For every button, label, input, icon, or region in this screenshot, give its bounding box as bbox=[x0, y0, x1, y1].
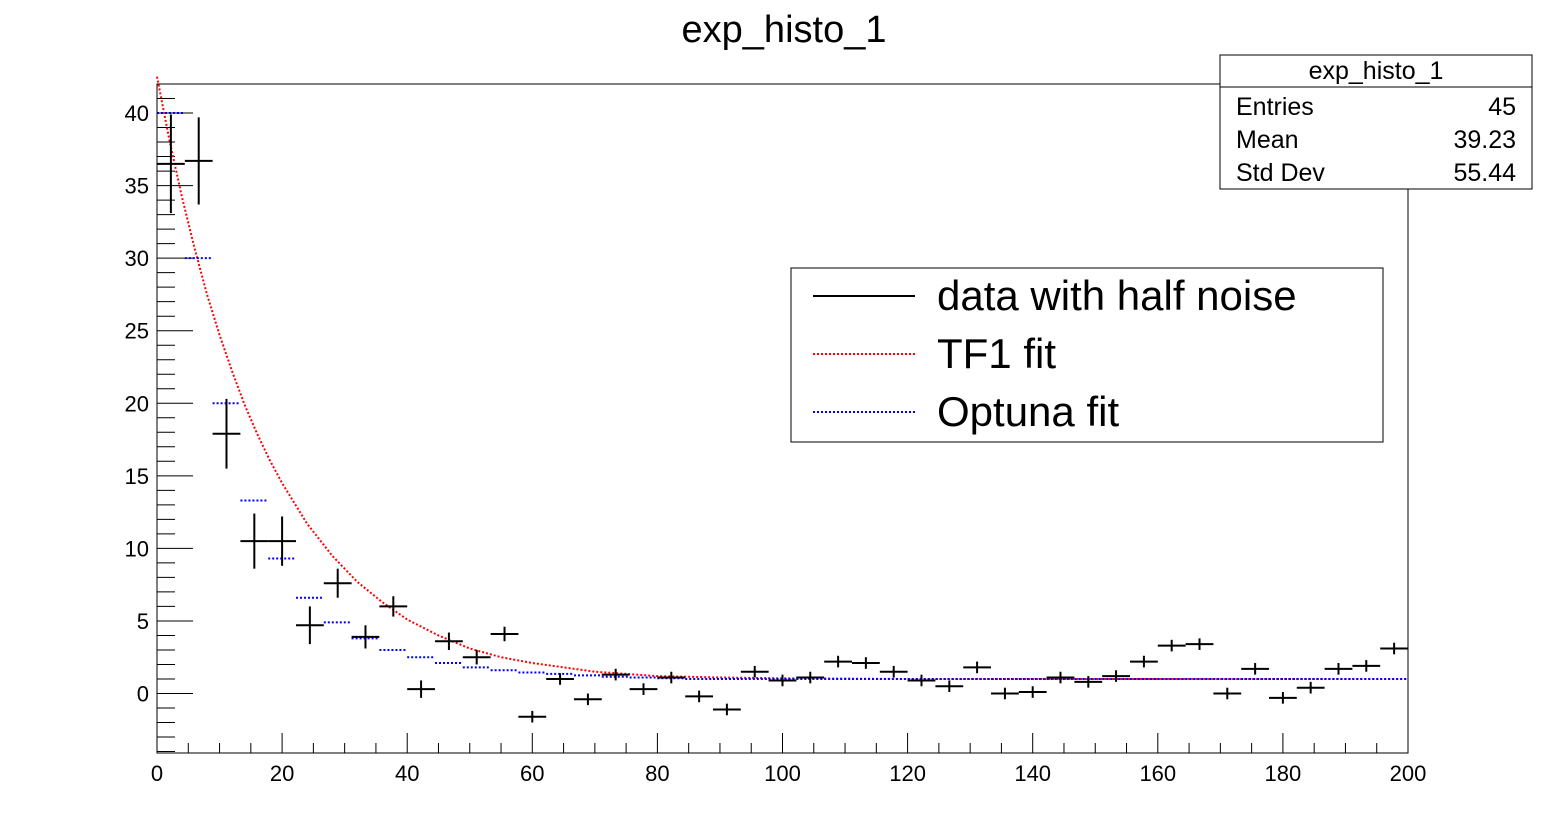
y-tick-label: 40 bbox=[125, 101, 149, 126]
stats-entries-label: Entries bbox=[1236, 93, 1314, 121]
data-point bbox=[1157, 639, 1186, 652]
data-point bbox=[546, 673, 574, 685]
data-point bbox=[685, 690, 714, 703]
stats-entries-value: 45 bbox=[1488, 93, 1516, 121]
y-axis-ticks: 0 5 10 15 20 25 30 35 40 bbox=[125, 83, 193, 753]
data-point bbox=[712, 703, 741, 716]
legend-label-tf1: TF1 fit bbox=[937, 330, 1056, 377]
legend-label-optuna: Optuna fit bbox=[937, 388, 1119, 435]
x-tick-label: 120 bbox=[889, 761, 926, 786]
legend: data with half noise TF1 fit Optuna fit bbox=[790, 267, 1384, 443]
stats-mean-value: 39.23 bbox=[1453, 126, 1516, 154]
y-tick-label: 30 bbox=[125, 246, 149, 271]
data-point bbox=[768, 674, 797, 687]
stats-box: exp_histo_1 Entries 45 Mean 39.23 Std De… bbox=[1219, 54, 1533, 190]
data-point bbox=[1074, 676, 1103, 688]
data-point bbox=[629, 683, 658, 695]
x-tick-label: 60 bbox=[520, 761, 544, 786]
data-points bbox=[156, 114, 1409, 723]
stats-stddev-label: Std Dev bbox=[1236, 159, 1325, 187]
data-point bbox=[796, 671, 825, 684]
x-tick-label: 40 bbox=[395, 761, 419, 786]
data-point bbox=[1185, 638, 1214, 650]
y-tick-label: 25 bbox=[125, 319, 149, 344]
x-tick-label: 100 bbox=[764, 761, 801, 786]
y-tick-label: 0 bbox=[137, 682, 149, 707]
data-point bbox=[156, 114, 185, 214]
data-point bbox=[574, 693, 602, 706]
x-tick-label: 0 bbox=[151, 761, 163, 786]
chart-title: exp_histo_1 bbox=[682, 9, 887, 51]
data-point bbox=[907, 674, 936, 687]
data-point bbox=[601, 668, 630, 681]
data-point bbox=[407, 680, 435, 698]
stats-mean-label: Mean bbox=[1236, 126, 1299, 154]
data-point bbox=[435, 632, 463, 650]
data-point bbox=[1324, 663, 1353, 675]
x-axis-ticks: 0 20 40 60 80 100 120 140 160 180 200 bbox=[151, 733, 1426, 786]
data-point bbox=[379, 596, 408, 617]
data-point bbox=[879, 665, 908, 678]
data-point bbox=[268, 516, 296, 566]
data-point bbox=[518, 710, 547, 723]
data-point bbox=[1296, 681, 1325, 694]
stats-box-title: exp_histo_1 bbox=[1309, 57, 1444, 85]
data-point bbox=[184, 117, 213, 205]
y-tick-label: 5 bbox=[137, 609, 149, 634]
data-point bbox=[991, 687, 1019, 700]
x-tick-label: 140 bbox=[1014, 761, 1051, 786]
tf1-fit-curve bbox=[156, 76, 1408, 680]
data-point bbox=[212, 398, 241, 469]
x-tick-label: 160 bbox=[1139, 761, 1176, 786]
tf1-fit-line bbox=[156, 76, 1408, 680]
data-point bbox=[1102, 670, 1130, 682]
plot-frame bbox=[156, 83, 1409, 754]
data-point bbox=[1213, 687, 1242, 700]
data-point bbox=[851, 657, 880, 669]
x-tick-label: 80 bbox=[645, 761, 669, 786]
x-tick-label: 20 bbox=[270, 761, 294, 786]
data-point bbox=[1018, 686, 1047, 698]
data-point bbox=[1380, 642, 1409, 655]
legend-label-data: data with half noise bbox=[937, 272, 1297, 319]
data-point bbox=[462, 649, 491, 665]
y-tick-label: 10 bbox=[125, 536, 149, 561]
stats-stddev-value: 55.44 bbox=[1453, 159, 1516, 187]
x-tick-label: 200 bbox=[1390, 761, 1427, 786]
data-point bbox=[1352, 660, 1381, 672]
data-point bbox=[295, 606, 324, 645]
y-tick-label: 35 bbox=[125, 174, 149, 199]
data-point bbox=[740, 665, 769, 678]
y-tick-label: 20 bbox=[125, 391, 149, 416]
data-point bbox=[963, 661, 991, 674]
data-point bbox=[657, 671, 686, 684]
data-point bbox=[1269, 692, 1297, 704]
x-tick-label: 180 bbox=[1265, 761, 1302, 786]
data-point bbox=[240, 513, 269, 569]
data-point bbox=[490, 626, 519, 642]
data-point bbox=[1130, 655, 1158, 668]
data-point bbox=[824, 655, 853, 668]
data-point bbox=[351, 625, 380, 649]
data-point bbox=[935, 680, 964, 693]
data-point bbox=[1046, 671, 1075, 684]
y-tick-label: 15 bbox=[125, 464, 149, 489]
stats-box-frame bbox=[1219, 54, 1533, 190]
data-point bbox=[1241, 663, 1270, 675]
data-point bbox=[323, 568, 352, 598]
